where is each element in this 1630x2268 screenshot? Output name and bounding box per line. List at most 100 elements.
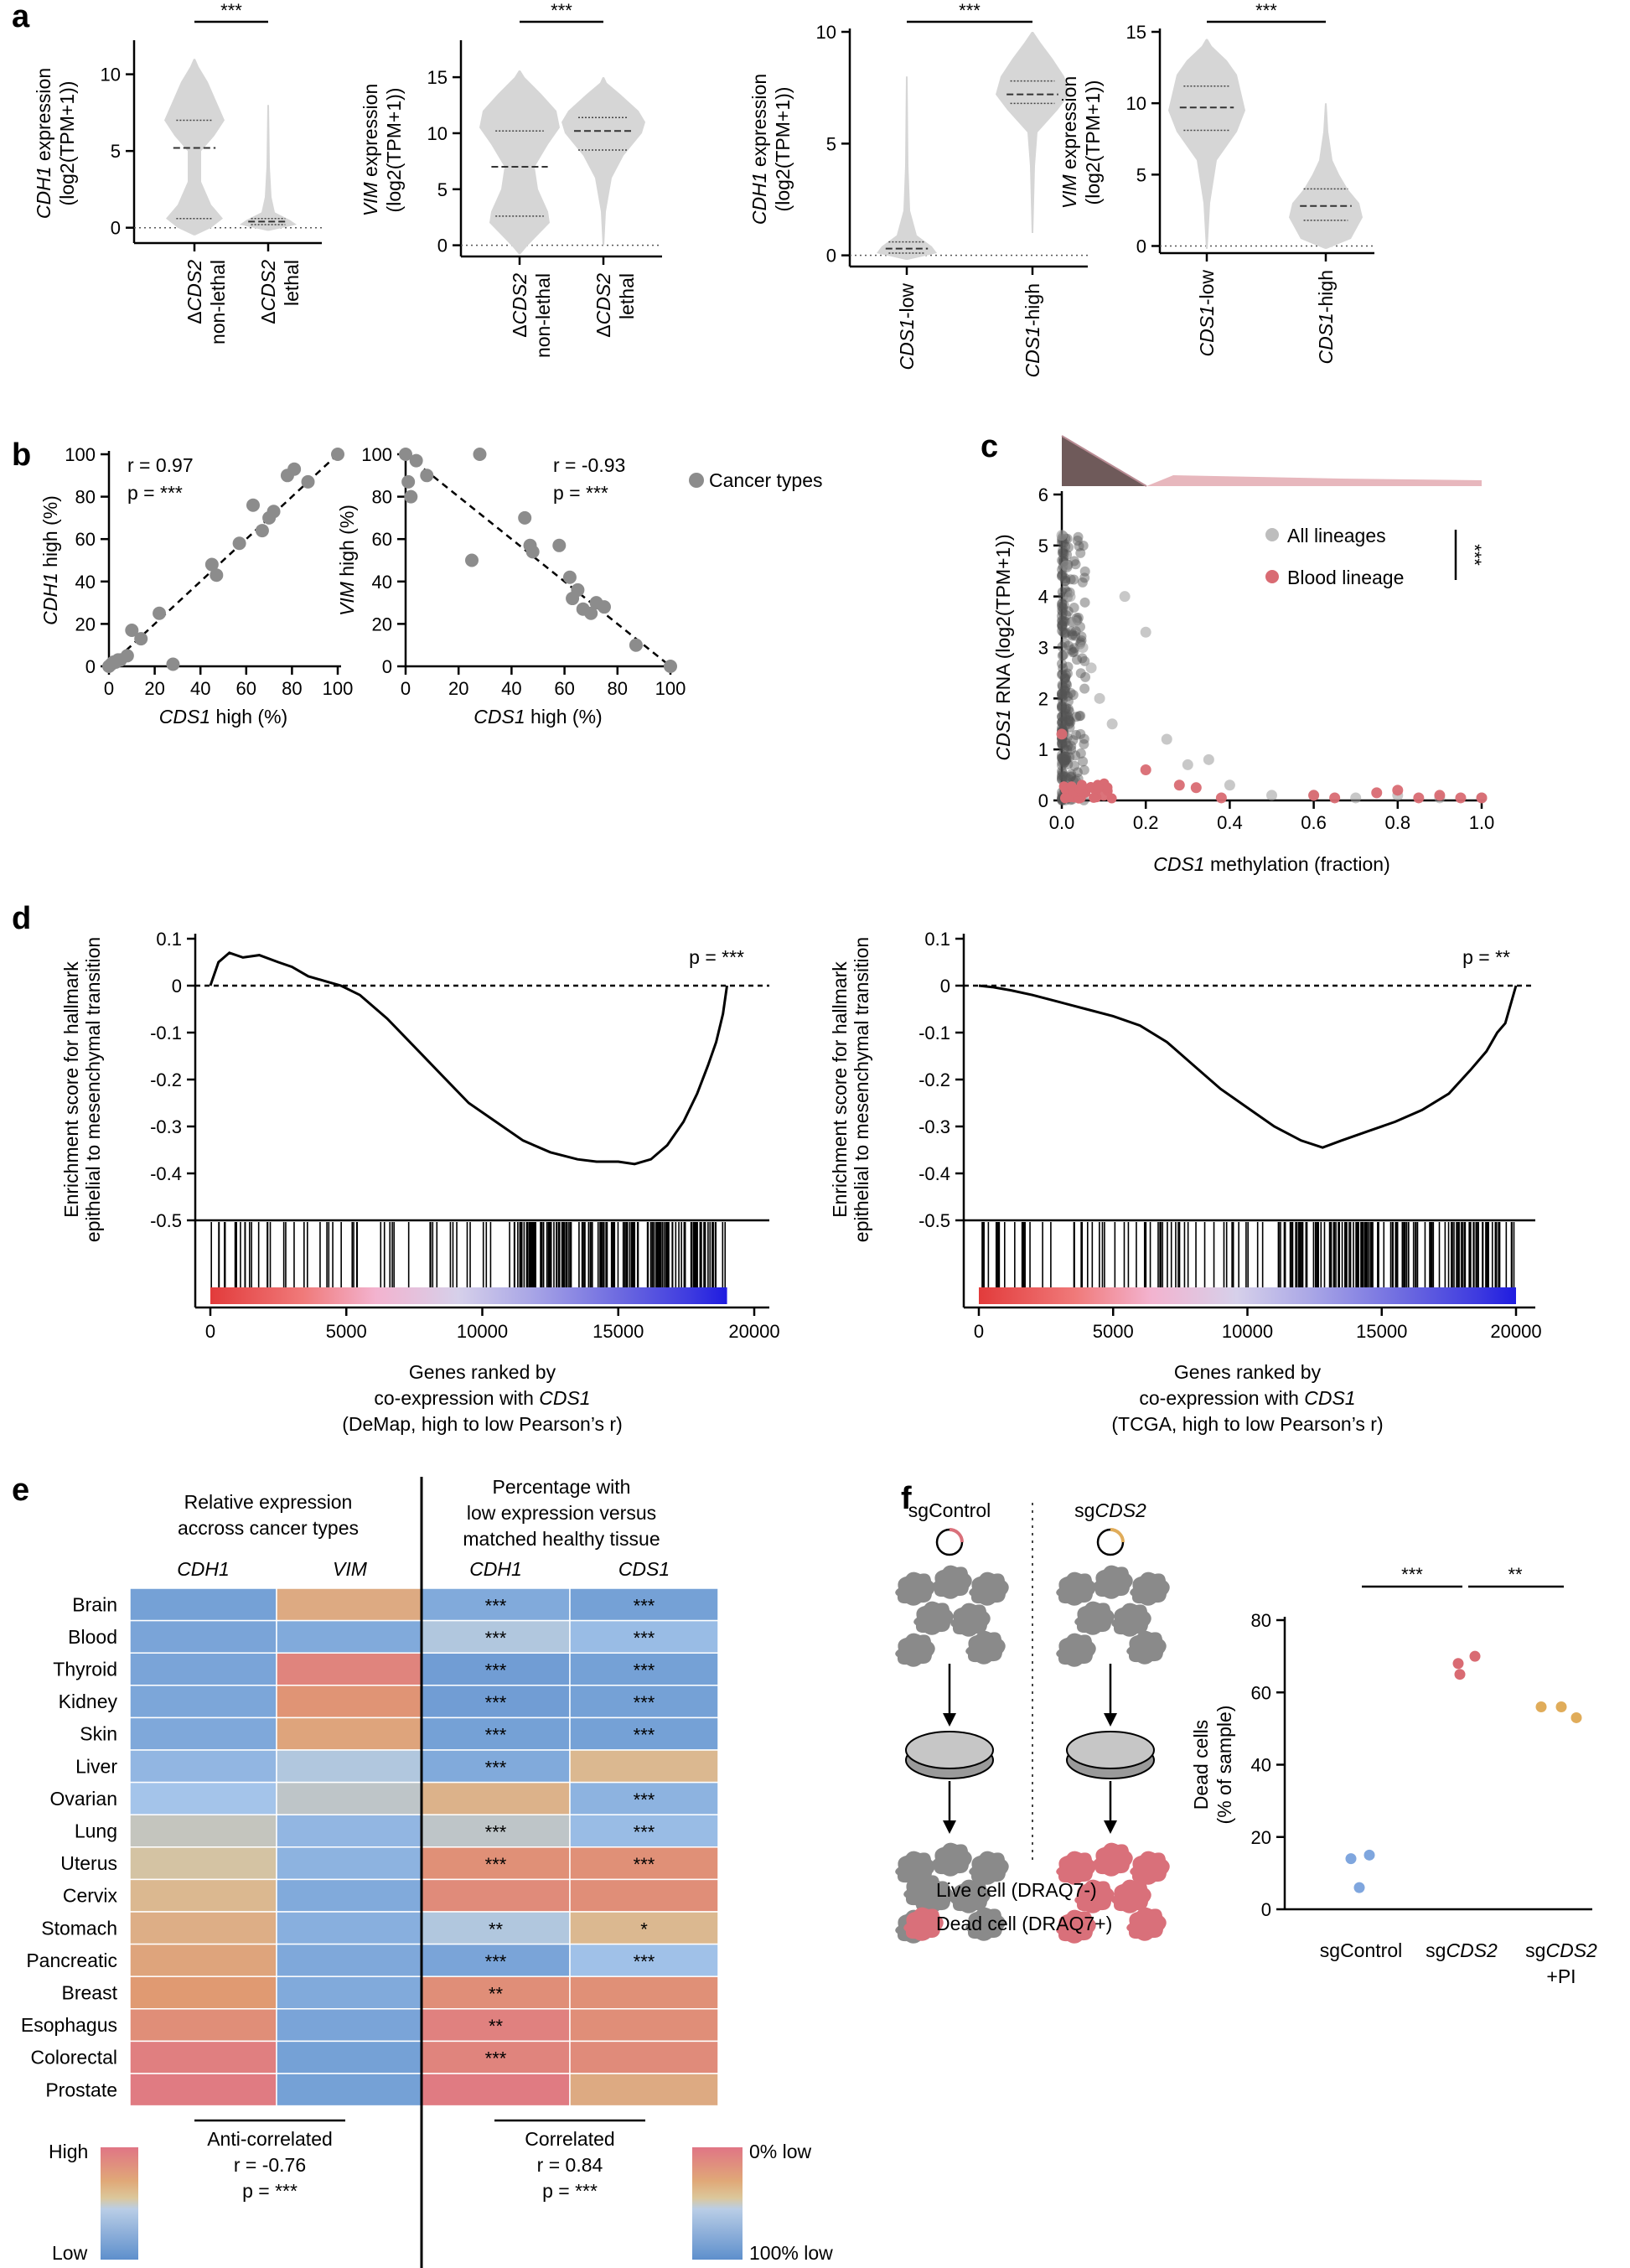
panel-label-f: f [901,1481,912,1516]
cluster-point [1057,711,1068,722]
y-tick-label: 0 [1136,236,1146,256]
cluster-point [1058,616,1069,627]
significance-label-1: *** [1401,1564,1423,1585]
cluster-point [1062,709,1073,720]
row-label: Lung [75,1820,117,1842]
cluster-point [1057,669,1068,680]
x-axis-label: CDS1 high (%) [159,706,287,728]
data-point [166,657,180,671]
heatmap-cell [276,1878,424,1913]
cluster-point [1066,626,1077,637]
y-axis-gene: CDS1 [992,709,1014,760]
annotation-p: p = *** [553,482,608,504]
y-tick-label: 5 [826,133,836,154]
suffix: -low [896,283,918,319]
cluster-point [1070,559,1081,570]
x-tick-label: 0 [974,1321,984,1342]
row-label: Prostate [45,2079,117,2100]
legend-live-icon [903,1873,944,1908]
cluster-point [1061,702,1072,713]
y-tick-label: 20 [1251,1827,1271,1848]
cluster-point [1066,771,1077,782]
heatmap-cell [421,1685,571,1719]
y-tick-label: 0 [111,218,121,239]
heatmap-cell [421,2073,571,2107]
y-tick-label: 5 [437,179,448,200]
x-tick-label: 5000 [1093,1321,1134,1342]
cell-significance: ** [489,1918,504,1939]
violin-2 [240,105,297,231]
legend-marker-all-lineages [1265,528,1279,541]
x-axis-gene: CDS1 [539,1387,590,1409]
cluster-point [1058,603,1069,614]
gene-cds2: CDS2 [1094,1499,1146,1521]
heatmap-cell [569,1846,719,1881]
heatmap-cell [129,2008,277,2043]
data-point-blood [1173,779,1185,791]
x-axis-label: CDS1 high (%) [473,706,602,728]
live-cell [1130,1572,1170,1606]
cluster-point [1064,752,1075,763]
cluster-point [1059,673,1070,684]
live-cell [1111,1603,1151,1637]
cluster-point [1059,757,1070,768]
significance-c: *** [1464,544,1485,566]
row-label: Kidney [59,1691,118,1712]
data-point-all [1140,626,1151,638]
legend-cancer-types: Cancer types [709,469,823,491]
cluster-point [1068,647,1079,658]
panel-label-d: d [12,901,31,936]
gene: CDS2 [1446,1939,1498,1961]
cluster-point [1076,631,1087,642]
x-axis-label: CDS1 methylation (fraction) [1153,853,1390,875]
heatmap-cell [276,1717,424,1751]
cluster-point [1057,712,1068,722]
data-point-blood [1476,792,1488,804]
arrow-head [1104,1713,1117,1727]
y-axis-label: CDH1 expression [33,68,54,219]
x-tick-label: 100 [655,678,686,699]
cluster-point [1064,716,1075,727]
cluster-point [1060,738,1071,748]
y-axis-label-1: Enrichment score for hallmark [829,961,851,1218]
y-tick-label: -0.3 [150,1116,182,1137]
y-tick-label: -0.2 [150,1069,182,1090]
sg-prefix: sg [1074,1499,1094,1521]
sg-prefix: sg [1525,1939,1545,1961]
y-tick-label: 100 [361,444,392,465]
cluster-point [1057,615,1068,626]
heatmap-cell [276,1781,424,1815]
cell-significance: *** [634,1789,655,1810]
panel-b: 0 20 40 60 80 100 0 20 40 60 80 100 r = 0.97 p = *** C… [39,444,823,728]
cluster-point [1057,605,1068,616]
cluster-point [1075,547,1086,558]
cluster-point [1061,628,1072,639]
y-axis-label: VIM high (%) [336,505,358,616]
cell-significance: *** [485,1595,507,1616]
cluster-point [1060,616,1071,627]
y-axis-label-text: expression [360,84,381,183]
cluster-point [1063,706,1074,717]
dead-cell [1093,1842,1133,1877]
suffix: -high [1022,283,1043,326]
cell-significance: *** [485,1822,507,1843]
y-tick-label: 80 [75,487,96,508]
category-label-2: CDS1-high [1022,283,1043,378]
y-axis-label-gene: CDH1 [33,167,54,220]
heatmap-cell [569,1619,719,1654]
cluster-point [1070,750,1081,761]
heatmap-cell [276,1685,424,1719]
cluster-point [1061,670,1072,681]
heatmap-cell [276,1814,424,1848]
heatmap-cell [129,1619,277,1654]
y-tick-label: -0.2 [918,1069,950,1090]
cluster-point [1080,671,1091,682]
data-point [552,538,567,552]
heatmap-cell [569,1975,719,2010]
live-cell [969,1572,1009,1606]
y-tick-label: 0 [1038,790,1048,811]
cluster-point [1074,541,1084,551]
category-sublabel-2: lethal [616,273,638,319]
gene: CDS1 [1315,313,1337,364]
data-point-blood [1434,790,1446,801]
